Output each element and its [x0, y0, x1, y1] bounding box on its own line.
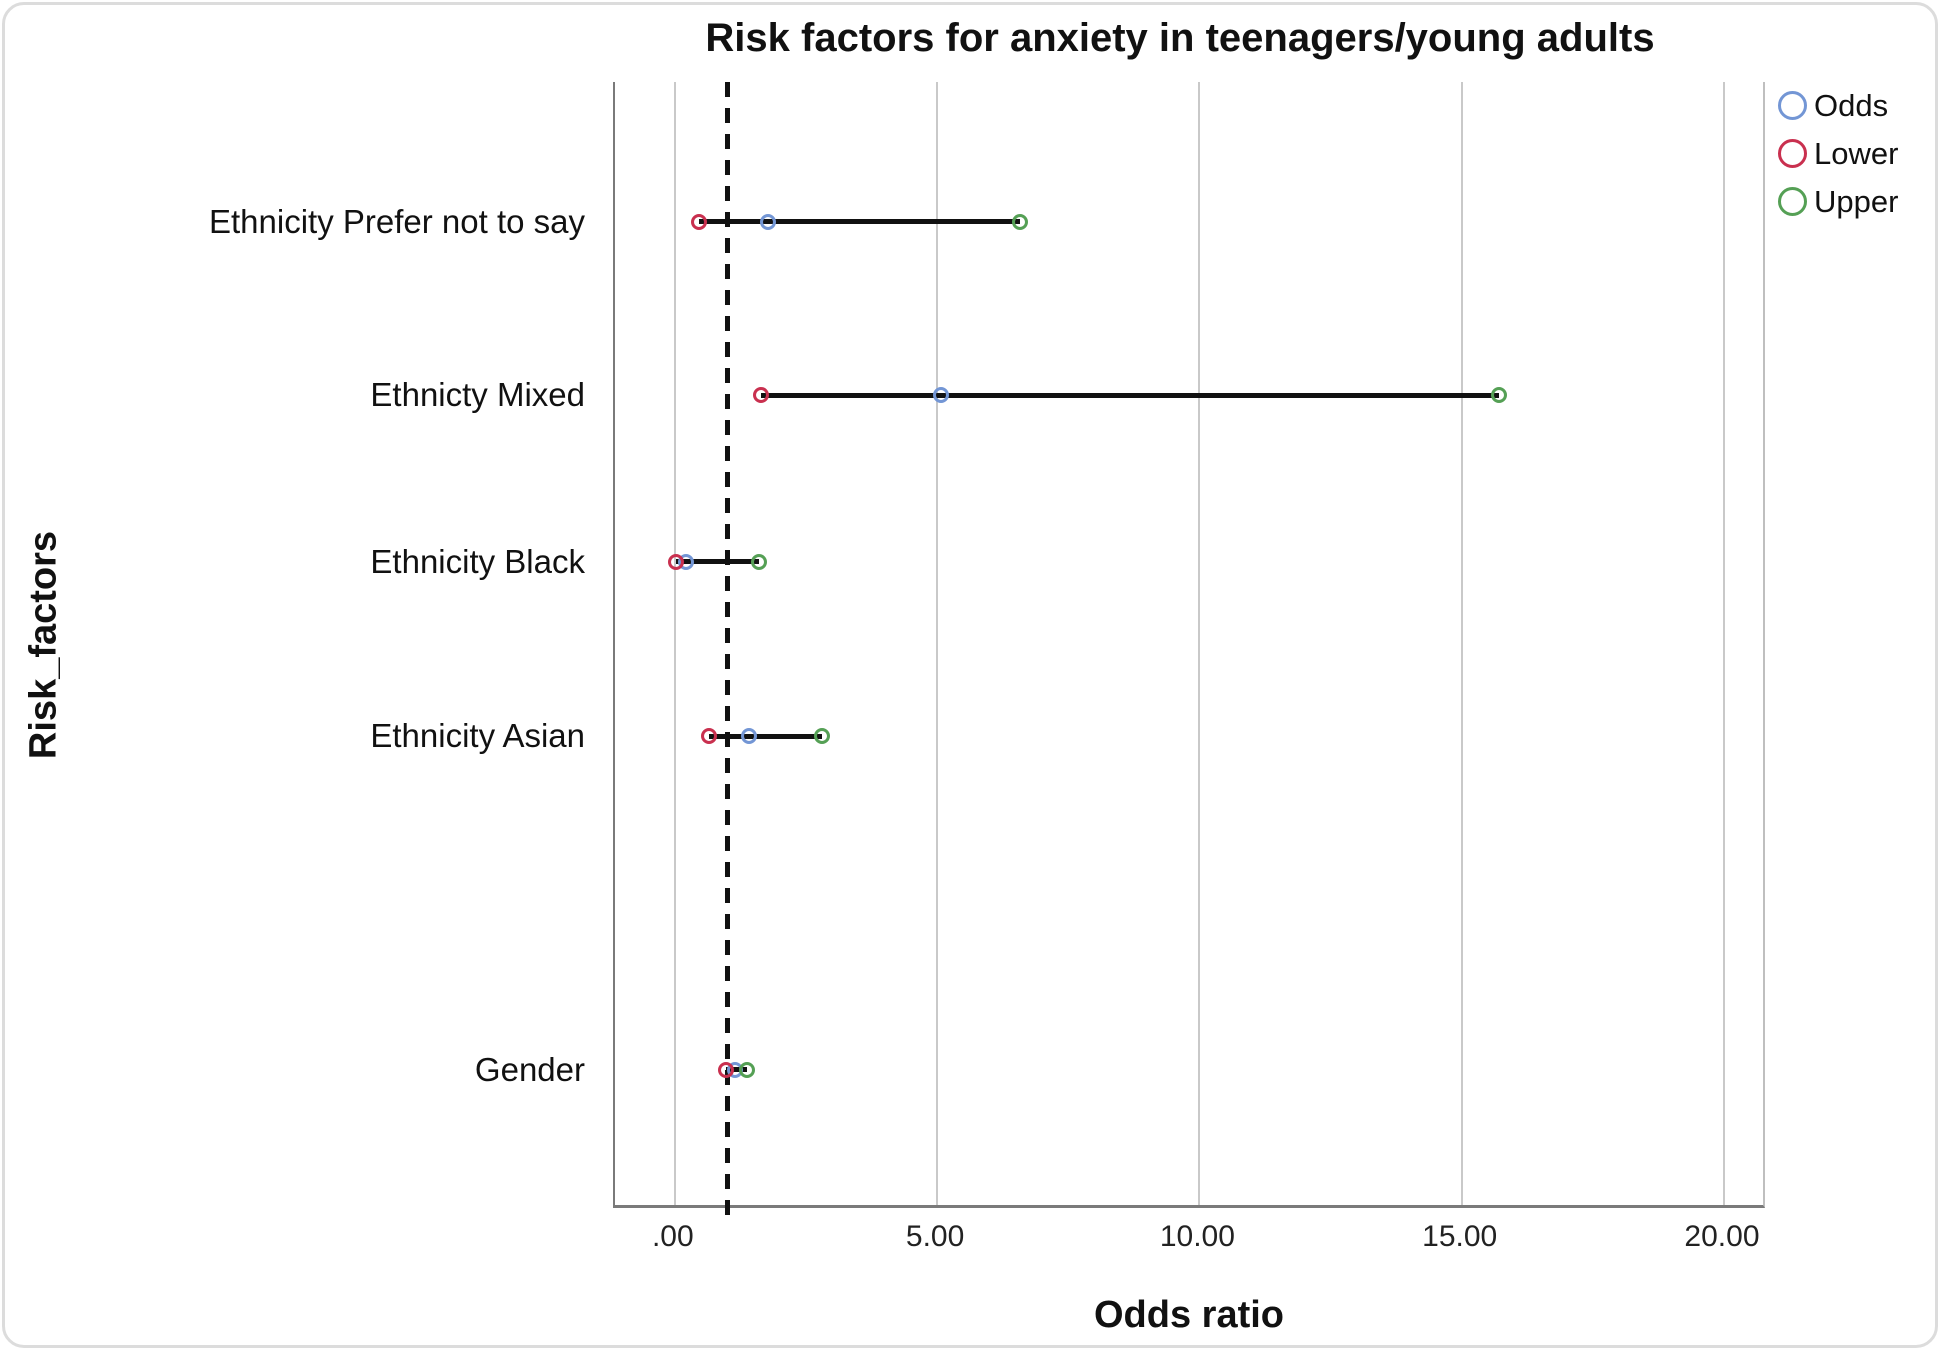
upper-marker — [1011, 213, 1028, 230]
legend-odds-circle-icon — [1778, 91, 1807, 120]
legend-lower-circle-icon — [1778, 139, 1807, 168]
legend-item: Odds — [1778, 86, 1898, 125]
x-tick-label: .00 — [651, 1220, 694, 1253]
chart-title: Risk factors for anxiety in teenagers/yo… — [705, 16, 1655, 60]
x-axis-tick-labels: .00 5.00 10.00 15.00 20.00 — [613, 1220, 1765, 1262]
lower-marker — [701, 728, 718, 745]
confidence-interval-line — [709, 733, 823, 739]
grid-line — [1722, 82, 1725, 1205]
grid-line — [1198, 82, 1201, 1205]
legend-upper-circle-icon — [1778, 187, 1807, 216]
upper-marker — [739, 1061, 756, 1078]
confidence-interval-line — [760, 392, 1499, 398]
lower-marker — [667, 553, 684, 570]
x-axis-title: Odds ratio — [1093, 1294, 1285, 1336]
x-tick-label: 10.00 — [1159, 1220, 1235, 1253]
odds-marker — [740, 728, 757, 745]
reference-line — [724, 82, 730, 1217]
category-label: Ethnicity Asian — [370, 717, 585, 755]
category-label: Ethnicity Black — [370, 542, 585, 580]
confidence-interval-line — [698, 219, 1020, 225]
legend-label: Upper — [1814, 183, 1899, 219]
confidence-interval-line — [675, 559, 759, 565]
x-tick-label: 5.00 — [905, 1220, 965, 1253]
upper-marker — [1490, 387, 1507, 404]
legend: Odds Lower Upper — [1778, 86, 1898, 221]
category-label: Gender — [474, 1050, 585, 1088]
category-label: Ethnicity Prefer not to say — [208, 202, 585, 240]
lower-marker — [718, 1061, 735, 1078]
odds-marker — [933, 387, 950, 404]
grid-line — [673, 82, 676, 1205]
odds-marker — [760, 213, 777, 230]
category-label: Ethnicty Mixed — [370, 376, 585, 414]
legend-label: Lower — [1814, 135, 1899, 171]
grid-line — [936, 82, 939, 1205]
plot-area — [613, 82, 1765, 1217]
upper-marker — [814, 728, 831, 745]
legend-item: Lower — [1778, 134, 1898, 173]
x-tick-label: 20.00 — [1684, 1220, 1760, 1253]
x-tick-label: 15.00 — [1422, 1220, 1498, 1253]
upper-marker — [750, 553, 767, 570]
lower-marker — [690, 213, 707, 230]
lower-marker — [752, 387, 769, 404]
legend-label: Odds — [1814, 87, 1889, 123]
grid-line — [1460, 82, 1463, 1205]
legend-item: Upper — [1778, 182, 1898, 221]
category-axis-labels: Ethnicity Prefer not to say Ethnicty Mixe… — [0, 82, 599, 1208]
